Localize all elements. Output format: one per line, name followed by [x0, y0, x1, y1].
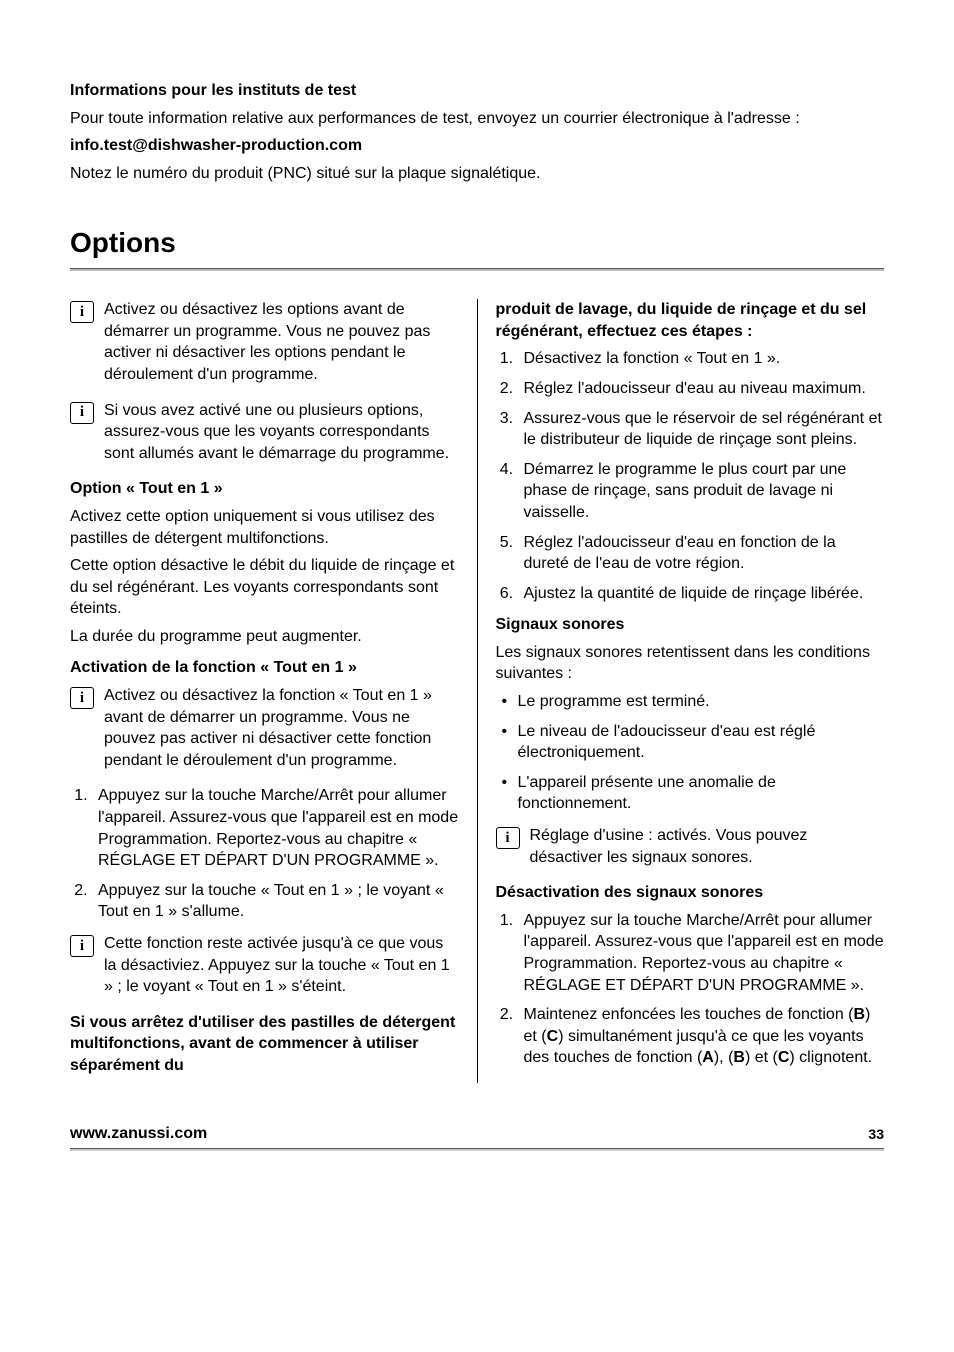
list-item: Maintenez enfoncées les touches de fonct…: [518, 1004, 885, 1069]
ordered-list-desactivation: Appuyez sur la touche Marche/Arrêt pour …: [496, 910, 885, 1069]
key-c: C: [547, 1028, 559, 1045]
list-item: Réglez l'adoucisseur d'eau au niveau max…: [518, 378, 885, 400]
paragraph: Les signaux sonores retentissent dans le…: [496, 642, 885, 685]
info-icon: i: [496, 827, 520, 849]
info-icon: i: [70, 301, 94, 323]
heading-stop-pastilles: Si vous arrêtez d'utiliser des pastilles…: [70, 1012, 459, 1077]
info-icon: i: [70, 935, 94, 957]
info-text-1: Activez ou désactivez les options avant …: [104, 299, 459, 385]
key-b: B: [733, 1049, 745, 1066]
list-item: Désactivez la fonction « Tout en 1 ».: [518, 348, 885, 370]
page-footer: www.zanussi.com 33: [70, 1123, 884, 1145]
info-icon: i: [70, 402, 94, 424]
ordered-list-steps: Désactivez la fonction « Tout en 1 ». Ré…: [496, 348, 885, 604]
info-block-4: i Cette fonction reste activée jusqu'à c…: [70, 933, 459, 998]
key-c: C: [778, 1049, 790, 1066]
text-fragment: ), (: [714, 1049, 734, 1066]
page-number: 33: [868, 1125, 884, 1144]
info-block-3: i Activez ou désactivez la fonction « To…: [70, 685, 459, 771]
info-text-2: Si vous avez activé une ou plusieurs opt…: [104, 400, 459, 465]
footer-url: www.zanussi.com: [70, 1123, 207, 1145]
info-text-4: Cette fonction reste activée jusqu'à ce …: [104, 933, 459, 998]
list-item: Le programme est terminé.: [496, 691, 885, 713]
info-block-1: i Activez ou désactivez les options avan…: [70, 299, 459, 385]
footer-underline: [70, 1148, 884, 1151]
heading-tout-en-1: Option « Tout en 1 »: [70, 478, 459, 500]
list-item: Assurez-vous que le réservoir de sel rég…: [518, 408, 885, 451]
text-fragment: Maintenez enfoncées les touches de fonct…: [524, 1006, 854, 1023]
test-line1: Pour toute information relative aux perf…: [70, 108, 884, 130]
ordered-list-activation: Appuyez sur la touche Marche/Arrêt pour …: [70, 785, 459, 923]
text-fragment: ) clignotent.: [789, 1049, 872, 1066]
list-item: Appuyez sur la touche Marche/Arrêt pour …: [518, 910, 885, 996]
list-item: L'appareil présente une anomalie de fonc…: [496, 772, 885, 815]
heading-signaux: Signaux sonores: [496, 614, 885, 636]
two-column-layout: i Activez ou désactivez les options avan…: [70, 299, 884, 1082]
list-item: Démarrez le programme le plus court par …: [518, 459, 885, 524]
title-underline: [70, 268, 884, 271]
bullet-list-signaux: Le programme est terminé. Le niveau de l…: [496, 691, 885, 815]
list-item: Appuyez sur la touche « Tout en 1 » ; le…: [92, 880, 459, 923]
test-institute-section: Informations pour les instituts de test …: [70, 80, 884, 184]
info-block-5: i Réglage d'usine : activés. Vous pouvez…: [496, 825, 885, 868]
list-item: Appuyez sur la touche Marche/Arrêt pour …: [92, 785, 459, 871]
list-item: Réglez l'adoucisseur d'eau en fonction d…: [518, 532, 885, 575]
paragraph: Cette option désactive le débit du liqui…: [70, 555, 459, 620]
list-item: Ajustez la quantité de liquide de rinçag…: [518, 583, 885, 605]
test-email: info.test@dishwasher-production.com: [70, 135, 884, 157]
info-block-2: i Si vous avez activé une ou plusieurs o…: [70, 400, 459, 465]
left-column: i Activez ou désactivez les options avan…: [70, 299, 477, 1082]
list-item: Le niveau de l'adoucisseur d'eau est rég…: [496, 721, 885, 764]
info-text-5: Réglage d'usine : activés. Vous pouvez d…: [530, 825, 885, 868]
heading-activation: Activation de la fonction « Tout en 1 »: [70, 657, 459, 679]
paragraph: Activez cette option uniquement si vous …: [70, 506, 459, 549]
paragraph: La durée du programme peut augmenter.: [70, 626, 459, 648]
heading-continuation: produit de lavage, du liquide de rinçage…: [496, 299, 885, 342]
heading-desactivation: Désactivation des signaux sonores: [496, 882, 885, 904]
right-column: produit de lavage, du liquide de rinçage…: [477, 299, 885, 1082]
key-a: A: [702, 1049, 714, 1066]
options-title: Options: [70, 224, 884, 262]
info-text-3: Activez ou désactivez la fonction « Tout…: [104, 685, 459, 771]
test-heading: Informations pour les instituts de test: [70, 80, 884, 102]
key-b: B: [853, 1006, 865, 1023]
text-fragment: ) et (: [745, 1049, 778, 1066]
test-line2: Notez le numéro du produit (PNC) situé s…: [70, 163, 884, 185]
info-icon: i: [70, 687, 94, 709]
